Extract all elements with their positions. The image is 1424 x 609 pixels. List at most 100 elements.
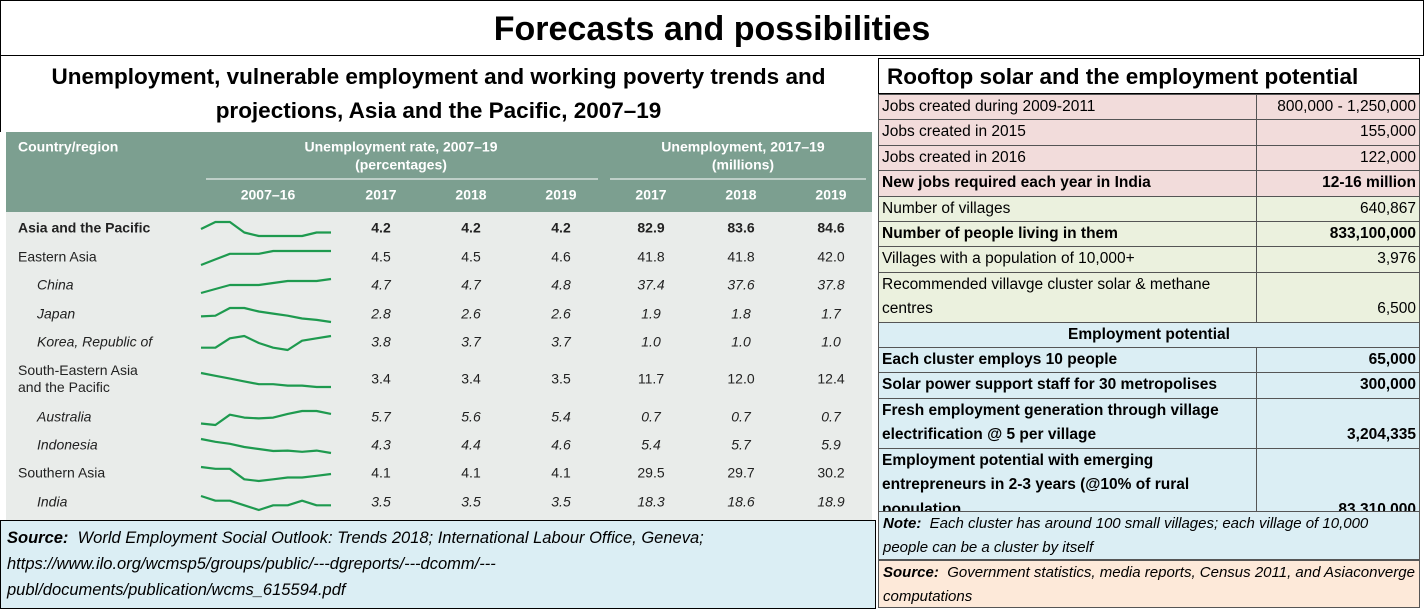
column-header: 2018 xyxy=(455,187,486,203)
sparkline xyxy=(200,494,331,512)
source: Source: Government statistics, media rep… xyxy=(878,560,1420,608)
table-row: Villages with a population of 10,000+ 3,9… xyxy=(878,246,1420,273)
cell-value: 1.9 xyxy=(641,306,661,322)
table-row: Each cluster employs 10 people 65,000 xyxy=(878,347,1420,374)
sparkline xyxy=(200,465,332,483)
row-label: India xyxy=(37,494,68,510)
row-label: South-Eastern Asia xyxy=(18,362,138,378)
sparkline xyxy=(201,334,332,352)
cell-value: 12.4 xyxy=(817,371,844,387)
cell-value: 0.7 xyxy=(821,409,842,425)
cell-value: 84.6 xyxy=(817,220,844,236)
cell-value: 5.6 xyxy=(461,409,481,425)
cell-value: 3.7 xyxy=(551,334,572,350)
note-label: Note: xyxy=(883,515,922,532)
group-header: Unemployment, 2017–19 xyxy=(661,139,825,155)
cell-value: 2.8 xyxy=(370,306,391,322)
cell-value: 5.7 xyxy=(371,409,392,425)
row-label: Australia xyxy=(36,409,92,425)
cell-value: 3.4 xyxy=(371,371,391,387)
cell-value: 29.5 xyxy=(637,465,664,481)
column-header: 2019 xyxy=(815,187,846,203)
source-line: publ/documents/publication/wcms_615594.p… xyxy=(7,577,869,603)
table-row: Employment potential with emerging entre… xyxy=(878,447,1420,523)
source-label: Source: xyxy=(7,529,69,547)
cell-value: 3.8 xyxy=(371,334,391,350)
cell-value: 1.0 xyxy=(731,334,751,350)
row-value: 122,000 xyxy=(1256,144,1420,172)
cell-value: 4.7 xyxy=(371,277,392,293)
cell-value: 4.1 xyxy=(461,465,481,481)
table-row: Jobs created during 2009-2011 800,000 - 1… xyxy=(878,93,1420,121)
row-value: 300,000 xyxy=(1256,372,1420,399)
column-header: 2017 xyxy=(635,187,666,203)
source-text: publ/documents/publication/wcms_615594.p… xyxy=(7,581,346,599)
row-value: 155,000 xyxy=(1256,119,1420,146)
cell-value: 4.5 xyxy=(461,249,481,265)
row-label: and the Pacific xyxy=(18,379,110,395)
cell-value: 4.6 xyxy=(551,437,571,453)
source-text: World Employment Social Outlook: Trends … xyxy=(77,529,704,547)
column-header: 2019 xyxy=(545,187,576,203)
row-label: Number of villages xyxy=(878,195,1257,223)
group-header: Unemployment rate, 2007–19 xyxy=(305,139,498,155)
note-text: Each cluster has around 100 small villag… xyxy=(883,515,1369,556)
table-header-bg xyxy=(6,132,872,212)
source: Source: World Employment Social Outlook:… xyxy=(0,520,876,609)
row-value: 3,204,335 xyxy=(1256,397,1420,449)
cell-value: 4.6 xyxy=(551,249,571,265)
row-label: New jobs required each year in India xyxy=(878,170,1257,197)
cell-value: 4.3 xyxy=(371,437,391,453)
table-title: Unemployment, vulnerable employment and … xyxy=(0,56,876,132)
row-label: Fresh employment generation through vill… xyxy=(878,397,1257,449)
cell-value: 5.9 xyxy=(821,437,841,453)
cell-value: 41.8 xyxy=(727,249,754,265)
cell-value: 3.5 xyxy=(461,494,481,510)
sparkline xyxy=(200,371,331,389)
table-row: Fresh employment generation through vill… xyxy=(878,397,1420,449)
solar-table: Jobs created during 2009-2011 800,000 - 1… xyxy=(878,93,1420,523)
cell-value: 3.5 xyxy=(551,371,571,387)
sparkline xyxy=(200,306,332,324)
note: Note: Each cluster has around 100 small … xyxy=(878,511,1420,560)
row-label: Jobs created during 2009-2011 xyxy=(878,93,1257,121)
row-value: 83,310,000 xyxy=(1256,447,1420,523)
row-value: 800,000 - 1,250,000 xyxy=(1256,93,1420,121)
cell-value: 1.7 xyxy=(821,306,842,322)
column-header: 2018 xyxy=(725,187,756,203)
row-label: Japan xyxy=(36,306,75,322)
cell-value: 37.4 xyxy=(637,277,664,293)
table-row: Number of people living in them 833,100,0… xyxy=(878,221,1420,248)
sparkline xyxy=(200,437,332,455)
sparkline xyxy=(200,220,331,238)
sparkline xyxy=(200,249,331,267)
cell-value: 2.6 xyxy=(460,306,481,322)
row-label: Korea, Republic of xyxy=(37,334,154,350)
source-text: https://www.ilo.org/wcmsp5/groups/public… xyxy=(7,555,496,573)
cell-value: 4.4 xyxy=(461,437,481,453)
cell-value: 30.2 xyxy=(817,465,844,481)
row-value: 3,976 xyxy=(1256,246,1420,273)
source-text: Government statistics, media reports, Ce… xyxy=(883,564,1415,605)
cell-value: 12.0 xyxy=(727,371,754,387)
page-title: Forecasts and possibilities xyxy=(0,0,1424,56)
group-header: (millions) xyxy=(712,157,774,173)
cell-value: 0.7 xyxy=(731,409,752,425)
source-label: Source: xyxy=(883,564,939,581)
cell-value: 1.0 xyxy=(821,334,841,350)
cell-value: 1.8 xyxy=(731,306,751,322)
row-label: Solar power support staff for 30 metropo… xyxy=(878,372,1257,399)
row-label: China xyxy=(37,277,74,293)
row-label: Jobs created in 2015 xyxy=(878,119,1257,146)
cell-value: 11.7 xyxy=(638,371,664,387)
sparkline xyxy=(200,277,332,295)
row-value: 12-16 million xyxy=(1256,170,1420,197)
cell-value: 18.3 xyxy=(637,494,664,510)
cell-value: 5.4 xyxy=(551,409,571,425)
table-row: Employment potential xyxy=(878,321,1420,349)
row-label: Southern Asia xyxy=(18,465,105,481)
table-row: Solar power support staff for 30 metropo… xyxy=(878,372,1420,399)
row-label: Indonesia xyxy=(37,437,98,453)
table-row: Recommended villavge cluster solar & met… xyxy=(878,271,1420,323)
